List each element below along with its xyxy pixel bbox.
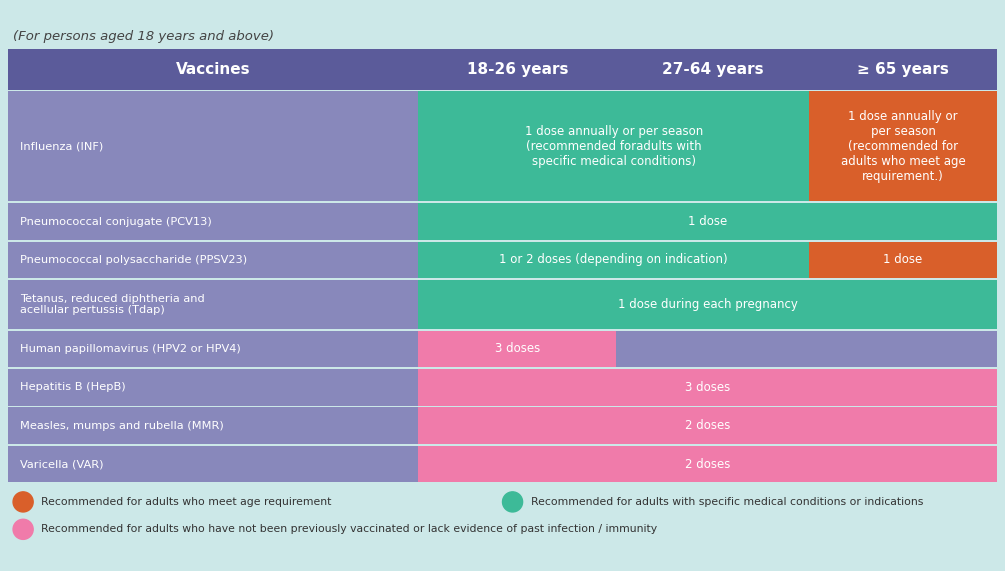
Bar [418, 369, 997, 406]
Text: Recommended for adults who meet age requirement: Recommended for adults who meet age requ… [41, 497, 332, 507]
Text: 1 dose during each pregnancy: 1 dose during each pregnancy [618, 298, 798, 311]
Text: Human papillomavirus (HPV2 or HPV4): Human papillomavirus (HPV2 or HPV4) [20, 344, 241, 354]
Ellipse shape [13, 492, 33, 512]
Text: 1 dose annually or per season
(recommended foradults with
specific medical condi: 1 dose annually or per season (recommend… [525, 125, 702, 168]
Bar [809, 242, 997, 278]
Text: 27-64 years: 27-64 years [662, 62, 764, 77]
Text: 3 doses: 3 doses [685, 381, 731, 394]
Bar [418, 280, 997, 329]
Ellipse shape [502, 492, 523, 512]
Bar [418, 331, 616, 367]
Bar [418, 408, 997, 444]
Text: 3 doses: 3 doses [494, 343, 540, 356]
Text: Recommended for adults with specific medical conditions or indications: Recommended for adults with specific med… [531, 497, 923, 507]
Bar [8, 91, 418, 202]
Text: 1 dose: 1 dose [688, 215, 728, 228]
Text: Vaccines: Vaccines [176, 62, 250, 77]
Bar [809, 91, 997, 202]
Bar [8, 203, 418, 240]
Bar [8, 331, 418, 367]
Text: Hepatitis B (HepB): Hepatitis B (HepB) [20, 383, 126, 392]
Text: Tetanus, reduced diphtheria and
acellular pertussis (Tdap): Tetanus, reduced diphtheria and acellula… [20, 293, 205, 315]
Text: Influenza (INF): Influenza (INF) [20, 142, 104, 151]
Bar [8, 280, 418, 329]
Bar [8, 242, 418, 278]
Bar [418, 446, 997, 482]
Text: 1 dose: 1 dose [883, 254, 923, 267]
Bar [418, 203, 997, 240]
Text: Pneumococcal conjugate (PCV13): Pneumococcal conjugate (PCV13) [20, 216, 212, 227]
Text: Varicella (VAR): Varicella (VAR) [20, 459, 104, 469]
Text: (For persons aged 18 years and above): (For persons aged 18 years and above) [13, 30, 274, 43]
Bar [418, 91, 809, 202]
Bar [418, 242, 809, 278]
Text: Pneumococcal polysaccharide (PPSV23): Pneumococcal polysaccharide (PPSV23) [20, 255, 247, 265]
Text: 2 doses: 2 doses [685, 458, 731, 471]
Ellipse shape [13, 519, 33, 540]
Bar [8, 446, 418, 482]
Text: Measles, mumps and rubella (MMR): Measles, mumps and rubella (MMR) [20, 421, 224, 431]
Text: ≥ 65 years: ≥ 65 years [857, 62, 949, 77]
Text: 18-26 years: 18-26 years [466, 62, 568, 77]
Text: 1 or 2 doses (depending on indication): 1 or 2 doses (depending on indication) [499, 254, 728, 267]
Text: Recommended for adults who have not been previously vaccinated or lack evidence : Recommended for adults who have not been… [41, 524, 657, 534]
Bar [8, 49, 997, 90]
Bar [8, 408, 418, 444]
Bar [616, 331, 997, 367]
Text: 1 dose annually or
per season
(recommended for
adults who meet age
requirement.): 1 dose annually or per season (recommend… [840, 110, 966, 183]
Bar [8, 369, 418, 406]
Text: 2 doses: 2 doses [685, 419, 731, 432]
